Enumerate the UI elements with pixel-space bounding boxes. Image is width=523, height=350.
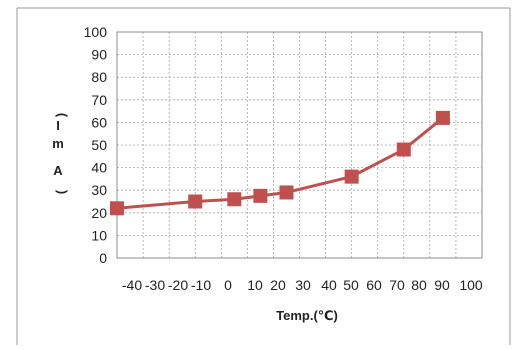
data-point-marker: [435, 110, 450, 125]
data-point-marker: [279, 185, 294, 200]
x-tick-label: -20: [168, 277, 188, 293]
y-tick-label: 90: [91, 47, 107, 63]
y-tick-label: 50: [91, 137, 107, 153]
data-point-marker: [188, 194, 203, 209]
x-tick-label: -30: [145, 277, 165, 293]
y-axis-tick-labels: 0 10 20 30 40 50 60 70 80 90 100: [84, 24, 108, 266]
x-tick-label: 70: [389, 277, 405, 293]
x-tick-label: 80: [411, 277, 427, 293]
x-tick-label: 30: [295, 277, 311, 293]
x-tick-label: 20: [270, 277, 286, 293]
x-tick-label: 50: [343, 277, 359, 293]
y-tick-label: 100: [84, 24, 108, 40]
y-axis-title-char: (: [55, 113, 70, 118]
x-tick-label: 90: [434, 277, 450, 293]
y-tick-label: 20: [91, 205, 107, 221]
data-point-marker: [253, 188, 268, 203]
x-tick-label: 60: [366, 277, 382, 293]
y-axis-title-char: A: [53, 163, 63, 178]
x-tick-label: 0: [224, 277, 232, 293]
x-tick-label: -10: [191, 277, 211, 293]
data-point-marker: [110, 201, 124, 216]
y-tick-label: 40: [91, 160, 107, 176]
x-tick-label: 100: [459, 277, 483, 293]
y-tick-label: 0: [99, 250, 107, 266]
data-series: [110, 110, 450, 216]
y-tick-label: 30: [91, 182, 107, 198]
y-tick-label: 80: [91, 69, 107, 85]
x-axis-title: Temp.(℃): [276, 308, 338, 323]
y-tick-label: 60: [91, 114, 107, 130]
x-axis-tick-labels: -40 -30 -20 -10 0 10 20 30 40 50 60 70 80 90 100: [122, 277, 483, 293]
data-point-marker: [227, 192, 242, 207]
y-axis-title: (ImA): [52, 113, 70, 194]
y-axis-title-char: I: [56, 118, 60, 133]
x-tick-label: 40: [321, 277, 337, 293]
data-point-marker: [396, 142, 411, 157]
x-tick-label: 10: [247, 277, 263, 293]
y-axis-title-char: m: [52, 136, 64, 151]
y-axis-title-char: ): [55, 190, 70, 194]
x-tick-label: -40: [122, 277, 142, 293]
data-point-marker: [344, 169, 359, 184]
y-tick-label: 70: [91, 92, 107, 108]
y-tick-label: 10: [91, 227, 107, 243]
grid-lines: [117, 32, 482, 258]
plot-area-border: [116, 31, 483, 259]
